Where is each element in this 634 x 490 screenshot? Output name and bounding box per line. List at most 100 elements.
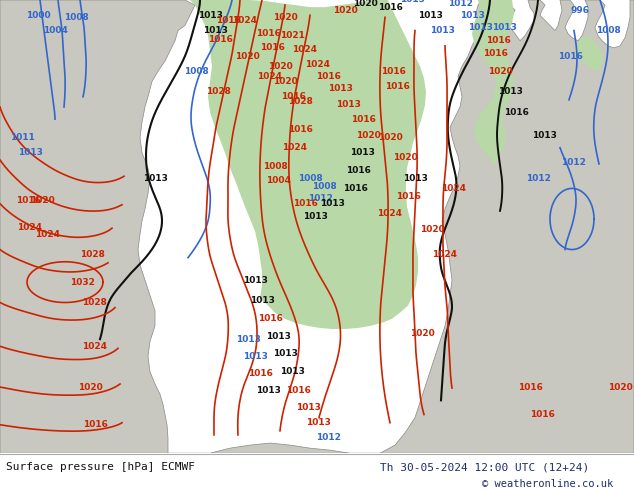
- Text: 1013: 1013: [328, 84, 353, 93]
- Text: 1012: 1012: [307, 194, 332, 203]
- Text: 1013: 1013: [349, 148, 375, 157]
- Text: 1016: 1016: [482, 49, 507, 58]
- Text: 1020: 1020: [488, 67, 512, 76]
- Text: 1013: 1013: [403, 174, 427, 183]
- Text: Th 30-05-2024 12:00 UTC (12+24): Th 30-05-2024 12:00 UTC (12+24): [380, 462, 590, 472]
- Text: 1028: 1028: [82, 298, 107, 307]
- Text: 1016: 1016: [257, 314, 282, 323]
- Text: 1020: 1020: [235, 51, 259, 61]
- Polygon shape: [190, 0, 426, 329]
- Text: 1013: 1013: [143, 174, 167, 183]
- Text: 1016: 1016: [216, 16, 240, 25]
- Text: 1013: 1013: [467, 23, 493, 32]
- Text: 1024: 1024: [18, 222, 42, 232]
- Text: 1024: 1024: [233, 16, 257, 25]
- Text: 1008: 1008: [63, 13, 88, 22]
- Text: 1020: 1020: [353, 0, 377, 7]
- Text: 1016: 1016: [292, 199, 318, 208]
- Text: 1016: 1016: [82, 420, 107, 429]
- Text: 1012: 1012: [526, 174, 550, 183]
- Text: 1008: 1008: [184, 67, 209, 76]
- Text: 1028: 1028: [288, 98, 313, 106]
- Text: 1020: 1020: [273, 13, 297, 22]
- Text: 1024: 1024: [82, 342, 108, 351]
- Polygon shape: [575, 36, 603, 70]
- Text: 1020: 1020: [607, 383, 632, 392]
- Text: 1013: 1013: [18, 148, 42, 157]
- Text: 1024: 1024: [377, 209, 403, 219]
- Text: 1032: 1032: [70, 278, 94, 287]
- Text: 1016: 1016: [517, 383, 543, 392]
- Text: 1013: 1013: [531, 131, 557, 140]
- Text: 1020: 1020: [30, 196, 55, 205]
- Text: 1020: 1020: [392, 153, 417, 162]
- Text: 1013: 1013: [306, 418, 330, 427]
- Text: 1016: 1016: [247, 369, 273, 378]
- Text: 996: 996: [571, 6, 590, 15]
- Text: 1013: 1013: [460, 11, 484, 20]
- Text: 1016: 1016: [288, 125, 313, 134]
- Text: 1016: 1016: [281, 92, 306, 101]
- Text: 1020: 1020: [333, 6, 358, 15]
- Text: 1013: 1013: [430, 26, 455, 35]
- Text: 1008: 1008: [595, 26, 621, 35]
- Text: 1013: 1013: [243, 352, 268, 361]
- Text: 1012: 1012: [316, 434, 340, 442]
- Text: 1024: 1024: [441, 184, 467, 193]
- Text: 1016: 1016: [285, 386, 311, 394]
- Text: 1013: 1013: [202, 26, 228, 35]
- Text: 1016: 1016: [380, 67, 405, 76]
- Text: 1013: 1013: [266, 332, 290, 341]
- Text: 1013: 1013: [498, 87, 522, 96]
- Text: 1016: 1016: [557, 51, 583, 61]
- Text: 1013: 1013: [236, 335, 261, 343]
- Text: 1024: 1024: [432, 250, 458, 259]
- Text: 1016: 1016: [378, 2, 403, 12]
- Text: 1016: 1016: [396, 192, 420, 201]
- Text: 1016: 1016: [207, 35, 233, 44]
- Text: 1016: 1016: [16, 196, 41, 205]
- Text: 1013: 1013: [243, 275, 268, 285]
- Text: 1016: 1016: [486, 36, 510, 45]
- Text: 1021: 1021: [280, 31, 304, 40]
- Text: 1016: 1016: [316, 72, 340, 81]
- Text: 1016: 1016: [256, 29, 280, 38]
- Text: 1013: 1013: [256, 386, 280, 394]
- Text: 1024: 1024: [36, 230, 60, 239]
- Text: 1013: 1013: [273, 349, 297, 358]
- Text: © weatheronline.co.uk: © weatheronline.co.uk: [482, 480, 613, 490]
- Text: 1028: 1028: [205, 87, 230, 96]
- Text: 1011: 1011: [10, 133, 34, 142]
- Polygon shape: [472, 0, 514, 166]
- Text: 1024: 1024: [292, 46, 318, 54]
- Text: 1020: 1020: [420, 225, 444, 234]
- Text: 1020: 1020: [77, 383, 102, 392]
- Text: 1013: 1013: [198, 11, 223, 20]
- Text: 1016: 1016: [351, 115, 375, 123]
- Text: 1020: 1020: [356, 131, 380, 140]
- Text: Surface pressure [hPa] ECMWF: Surface pressure [hPa] ECMWF: [6, 462, 195, 472]
- Polygon shape: [0, 0, 634, 453]
- Text: 1016: 1016: [259, 44, 285, 52]
- Text: 1020: 1020: [410, 329, 434, 338]
- Text: 1024: 1024: [283, 143, 307, 152]
- Text: 1012: 1012: [560, 158, 585, 168]
- Text: 1013: 1013: [335, 100, 361, 109]
- Text: 1028: 1028: [79, 250, 105, 259]
- Text: 1013: 1013: [320, 199, 344, 208]
- Text: 1013: 1013: [295, 403, 320, 412]
- Text: 1008: 1008: [262, 162, 287, 171]
- Text: 1016: 1016: [342, 184, 368, 193]
- Text: 1013: 1013: [250, 296, 275, 305]
- Text: 1013: 1013: [418, 11, 443, 20]
- Text: 1024: 1024: [257, 72, 283, 81]
- Text: 1004: 1004: [266, 176, 290, 185]
- Text: 1016: 1016: [529, 410, 555, 419]
- Text: 1020: 1020: [273, 77, 297, 86]
- Text: 1016: 1016: [385, 82, 410, 91]
- Text: 1020: 1020: [378, 133, 403, 142]
- Text: 1016: 1016: [346, 166, 370, 174]
- Text: 1012: 1012: [448, 0, 472, 7]
- Text: 1024: 1024: [306, 60, 330, 69]
- Text: 1013: 1013: [302, 213, 327, 221]
